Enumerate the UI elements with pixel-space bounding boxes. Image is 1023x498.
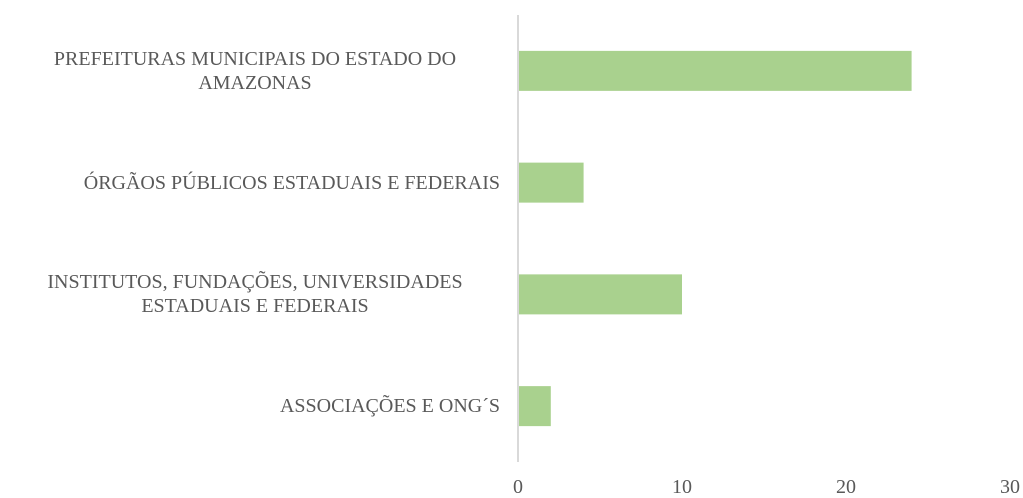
x-tick-label: 10	[672, 476, 692, 498]
y-tick-label: INSTITUTOS, FUNDAÇÕES, UNIVERSIDADES EST…	[47, 271, 463, 318]
bar	[518, 162, 584, 203]
x-tick-label: 30	[1000, 476, 1020, 498]
bar	[518, 50, 912, 91]
y-tick-label: ÓRGÃOS PÚBLICOS ESTADUAIS E FEDERAIS	[83, 171, 500, 194]
y-tick-label: ASSOCIAÇÕES E ONG´S	[279, 395, 500, 418]
y-tick-label: PREFEITURAS MUNICIPAIS DO ESTADO DO AMAZ…	[53, 47, 457, 94]
bar	[518, 274, 682, 315]
x-tick-label: 20	[836, 476, 856, 498]
x-tick-label: 0	[513, 476, 523, 498]
bar	[518, 386, 551, 427]
